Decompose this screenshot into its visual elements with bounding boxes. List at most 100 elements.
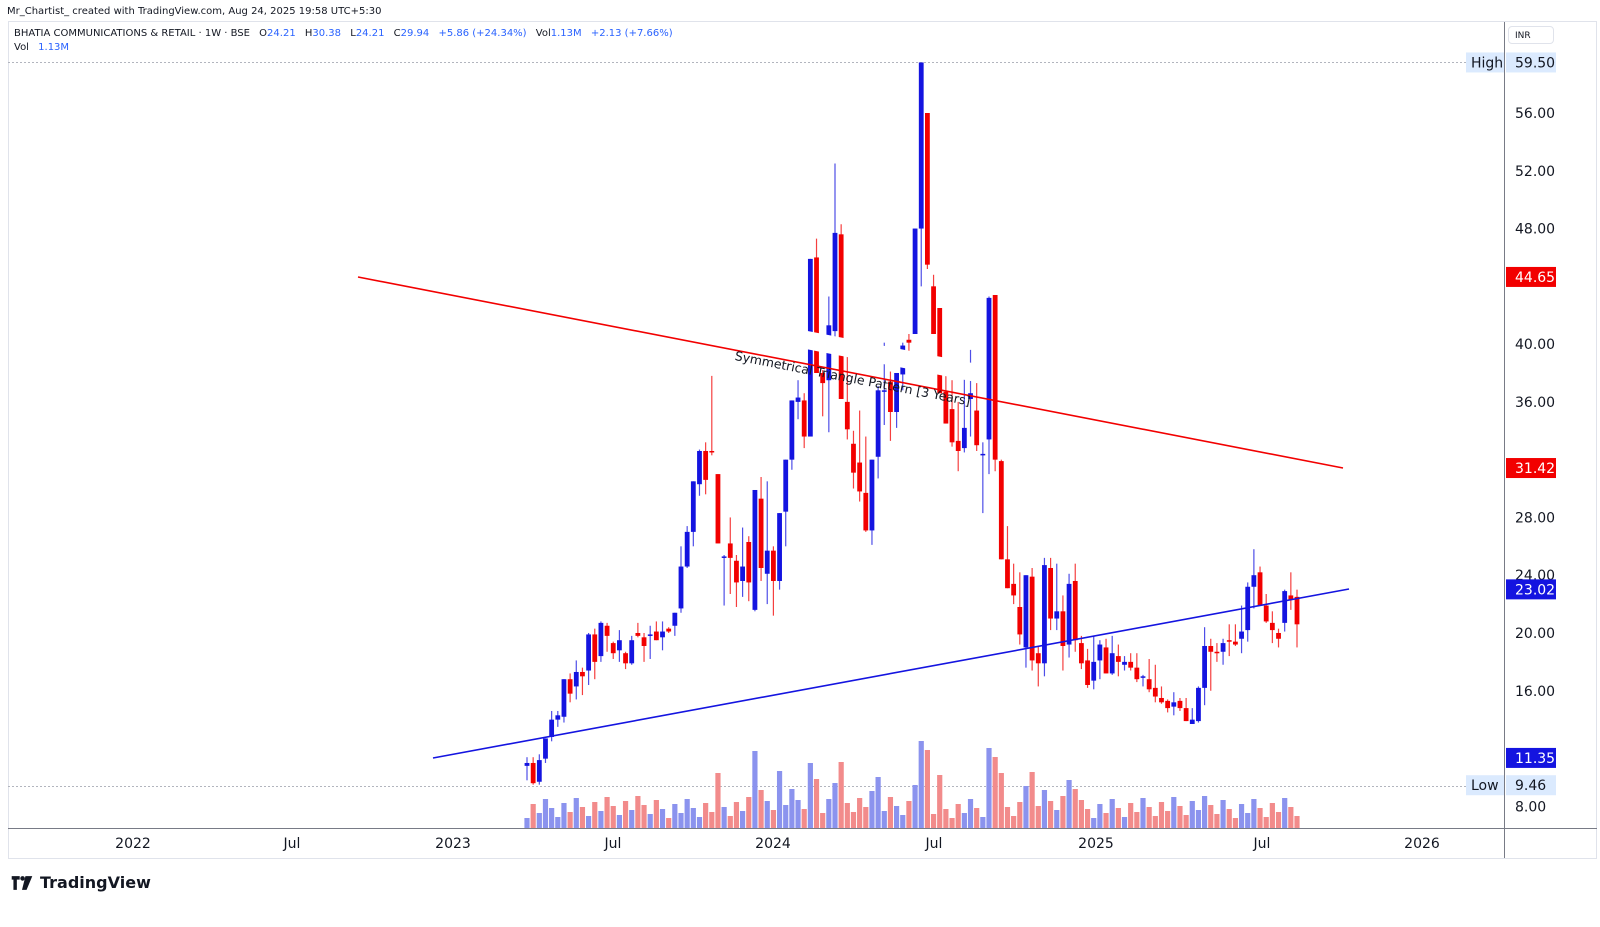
candle	[684, 531, 690, 567]
volume-indicator-label[interactable]: Vol	[14, 42, 29, 53]
time-axis[interactable]: 2022 Jul 2023 Jul 2024 Jul 2025 Jul 2026	[115, 836, 1440, 852]
volume-bar	[770, 810, 776, 828]
volume-bar	[776, 771, 783, 828]
price-tick: 40.00	[1515, 337, 1555, 353]
ohlc-row: BHATIA COMMUNICATIONS & RETAIL · 1W · BS…	[14, 27, 673, 41]
svg-text:High: High	[1471, 55, 1503, 71]
candle	[1171, 702, 1177, 707]
volume-bar	[542, 799, 549, 828]
candle	[678, 566, 684, 609]
volume-bar	[1220, 800, 1226, 828]
candle	[709, 450, 715, 453]
candle	[549, 719, 555, 737]
tradingview-logo-icon	[11, 875, 33, 890]
candle	[567, 679, 573, 694]
candle	[1146, 679, 1152, 690]
volume-bar	[1275, 812, 1282, 828]
candle	[740, 566, 745, 581]
volume-bar	[844, 803, 850, 828]
resistance-trendline[interactable]	[357, 276, 1344, 469]
volume-bar	[937, 775, 943, 828]
low-value: 24.21	[355, 28, 385, 39]
volume-bar	[616, 815, 622, 828]
volume-bar	[1054, 810, 1060, 828]
volume-bar	[1097, 804, 1103, 828]
volume-bar	[1134, 812, 1140, 828]
candle	[580, 671, 585, 677]
volume-label: Vol	[535, 28, 551, 39]
time-tick: Jul	[925, 836, 943, 852]
candle	[592, 634, 598, 662]
candle	[715, 474, 721, 544]
volume-bar	[561, 803, 567, 828]
candle	[857, 462, 863, 492]
volume-bar	[789, 789, 795, 828]
svg-text:44.65: 44.65	[1515, 270, 1555, 286]
candle	[1048, 567, 1053, 619]
volume-bar	[684, 799, 690, 828]
candle	[734, 560, 739, 583]
time-tick: 2025	[1078, 836, 1114, 852]
time-tick: 2024	[755, 836, 791, 852]
volume-bar	[629, 810, 635, 828]
candle	[629, 640, 635, 664]
volume-bar	[955, 804, 961, 828]
open-label: O	[259, 28, 268, 39]
volume-bar	[961, 813, 967, 828]
symbol-legend: BHATIA COMMUNICATIONS & RETAIL · 1W · BS…	[14, 27, 673, 55]
volume-row: Vol 1.13M	[14, 41, 673, 55]
volume-bar	[1232, 818, 1238, 828]
candle	[832, 232, 838, 332]
close-label: C	[393, 28, 401, 39]
candle	[561, 679, 567, 717]
candle	[721, 556, 727, 558]
volume-bar	[715, 773, 721, 828]
volume-bar	[696, 817, 703, 828]
time-tick: Jul	[604, 836, 622, 852]
candle	[1128, 661, 1134, 668]
volume-bar	[1140, 798, 1146, 828]
candle	[918, 62, 924, 229]
volume-bar	[1238, 804, 1245, 828]
volume-bar	[943, 809, 949, 828]
candle	[906, 339, 912, 343]
candle	[543, 738, 548, 759]
candle	[1122, 661, 1127, 665]
candle	[1208, 645, 1214, 652]
volume-bar	[850, 812, 857, 828]
tradingview-brand[interactable]: TradingView	[10, 873, 151, 892]
currency-label[interactable]: INR	[1508, 26, 1554, 44]
svg-text:Low: Low	[1471, 778, 1499, 794]
candle	[980, 453, 986, 456]
candle	[1066, 583, 1072, 645]
candle	[783, 459, 789, 512]
volume-bar	[764, 801, 770, 828]
volume-bar	[869, 791, 875, 828]
candle	[690, 481, 696, 532]
candle	[1097, 644, 1103, 661]
volume-bar	[733, 802, 740, 828]
volume-bar	[1171, 797, 1177, 828]
volume-bar	[826, 799, 832, 828]
candle	[703, 450, 709, 480]
candle	[1276, 632, 1281, 639]
candle	[1152, 687, 1158, 697]
price-axis[interactable]: 56.0052.0048.0040.0036.0028.0024.0020.00…	[1515, 106, 1555, 815]
svg-text:23.02: 23.02	[1515, 582, 1555, 598]
price-marker: 23.02	[1506, 579, 1556, 600]
chart-frame	[8, 21, 1597, 859]
support-trendline[interactable]	[432, 588, 1350, 759]
volume-bar	[1109, 799, 1115, 828]
svg-text:31.42: 31.42	[1515, 461, 1555, 477]
volume-bar	[690, 808, 696, 828]
low-label: L	[350, 28, 356, 39]
price-marker: 31.42	[1506, 458, 1556, 479]
symbol-name[interactable]: BHATIA COMMUNICATIONS & RETAIL · 1W · BS…	[14, 28, 250, 39]
volume-bar	[992, 757, 998, 828]
volume-bar	[709, 812, 715, 828]
chart-credit: Mr_Chartist_ created with TradingView.co…	[7, 6, 382, 17]
volume-bar	[1029, 772, 1035, 828]
volume-bar	[998, 773, 1004, 828]
candle	[530, 762, 536, 784]
